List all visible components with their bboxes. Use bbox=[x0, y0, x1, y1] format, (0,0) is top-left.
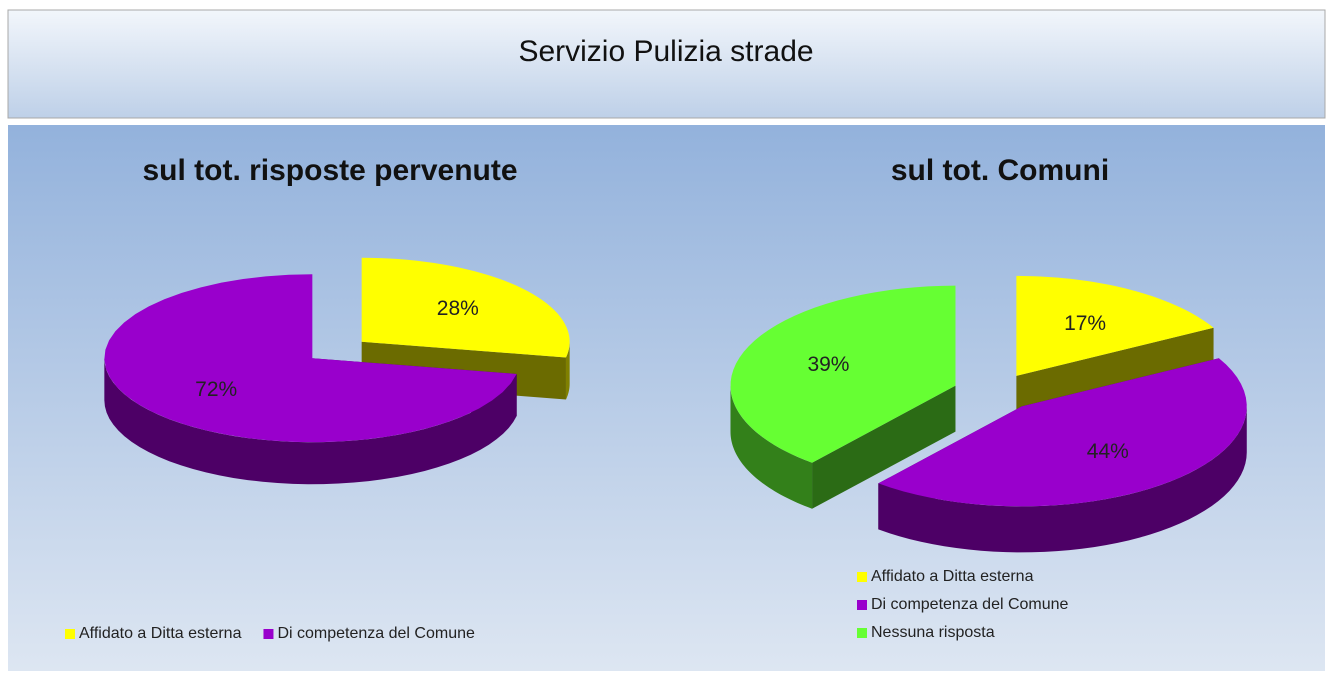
header-box bbox=[7, 9, 1326, 119]
legend-label: Di competenza del Comune bbox=[871, 596, 1069, 613]
chart-title: sul tot. Comuni bbox=[891, 154, 1109, 187]
legend-label: Di competenza del Comune bbox=[277, 625, 475, 642]
legend-label: Affidato a Ditta esterna bbox=[79, 625, 242, 642]
legend-swatch bbox=[857, 600, 867, 610]
chart-title: sul tot. risposte pervenute bbox=[142, 154, 517, 187]
page-title: Servizio Pulizia strade bbox=[518, 35, 813, 68]
pie-slice bbox=[361, 257, 570, 358]
slice-side bbox=[104, 358, 517, 485]
pie-slice bbox=[104, 274, 517, 443]
legend-label: Nessuna risposta bbox=[871, 624, 995, 641]
legend-label: Affidato a Ditta esterna bbox=[871, 568, 1034, 585]
slice-edge bbox=[812, 385, 956, 509]
legend-swatch bbox=[65, 629, 75, 639]
pie-slice bbox=[730, 285, 956, 463]
slice-side bbox=[565, 341, 570, 400]
data-label: 39% bbox=[807, 353, 849, 376]
legend-swatch bbox=[857, 572, 867, 582]
data-label: 72% bbox=[195, 378, 237, 401]
slice-side bbox=[730, 385, 813, 509]
slice-side bbox=[878, 406, 1247, 553]
data-label: 44% bbox=[1087, 440, 1129, 463]
pie-slice bbox=[1016, 275, 1214, 376]
pie-slice bbox=[878, 358, 1247, 507]
data-label: 17% bbox=[1064, 312, 1106, 335]
data-label: 28% bbox=[437, 297, 479, 320]
legend-swatch bbox=[263, 629, 274, 639]
legend-swatch bbox=[857, 628, 867, 638]
